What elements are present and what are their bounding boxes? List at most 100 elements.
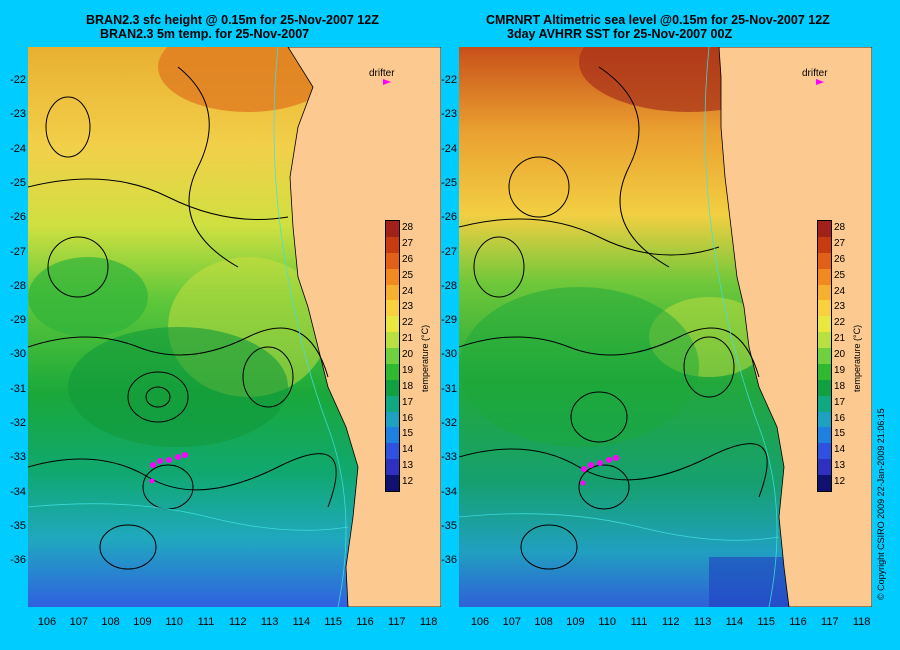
latitude-tick: -24 bbox=[10, 142, 26, 155]
longitude-tick: 108 bbox=[534, 616, 553, 628]
latitude-tick: -26 bbox=[441, 211, 457, 224]
latitude-tick: -35 bbox=[10, 519, 26, 532]
longitude-tick: 113 bbox=[260, 616, 279, 628]
longitude-tick: 118 bbox=[852, 616, 871, 628]
left-title-line2: BRAN2.3 5m temp. for 25-Nov-2007 bbox=[100, 27, 310, 41]
colorbar-segment bbox=[818, 252, 831, 269]
colorbar-segment bbox=[386, 252, 399, 269]
colorbar-tick: 26 bbox=[834, 253, 846, 265]
colorbar-tick: 14 bbox=[834, 444, 846, 456]
colorbar-tick: 12 bbox=[402, 476, 414, 488]
latitude-tick: -23 bbox=[10, 108, 26, 121]
latitude-tick: -36 bbox=[10, 554, 26, 567]
colorbar-segment bbox=[818, 316, 831, 333]
colorbar-segment bbox=[386, 284, 399, 301]
longitude-tick: 113 bbox=[693, 616, 712, 628]
colorbar-segment bbox=[818, 443, 831, 460]
colorbar-tick: 24 bbox=[402, 285, 414, 297]
colorbar-segment bbox=[386, 395, 399, 412]
latitude-tick: -33 bbox=[10, 451, 26, 464]
colorbar-tick: 19 bbox=[834, 364, 846, 376]
longitude-tick: 112 bbox=[662, 616, 680, 628]
colorbar-segment bbox=[818, 284, 831, 301]
colorbar-segment bbox=[818, 300, 831, 317]
left-map-panel bbox=[28, 47, 441, 607]
latitude-tick: -27 bbox=[10, 245, 26, 258]
colorbar-tick: 14 bbox=[402, 444, 414, 456]
latitude-tick: -32 bbox=[441, 417, 457, 429]
colorbar-segment bbox=[818, 475, 831, 491]
left-title-line1: BRAN2.3 sfc height @ 0.15m for 25-Nov-20… bbox=[86, 13, 379, 27]
colorbar-segment bbox=[386, 300, 399, 317]
copyright-text: © Copyright CSIRO 2009 22-Jan-2009 21:06… bbox=[876, 408, 886, 600]
longitude-tick: 109 bbox=[133, 616, 152, 628]
colorbar-tick: 20 bbox=[834, 349, 846, 361]
longitude-tick: 114 bbox=[292, 616, 311, 628]
colorbar-tick: 22 bbox=[402, 317, 414, 329]
latitude-tick: -28 bbox=[10, 279, 26, 292]
longitude-tick: 106 bbox=[470, 616, 490, 628]
longitude-tick: 107 bbox=[502, 616, 521, 628]
colorbar-tick: 19 bbox=[402, 364, 414, 376]
latitude-tick: -31 bbox=[10, 382, 26, 395]
colorbar-tick: 18 bbox=[402, 380, 414, 392]
colorbar-segment bbox=[818, 332, 831, 348]
colorbar-segment bbox=[386, 316, 399, 333]
colorbar-left-label: temperature (°C) bbox=[420, 324, 430, 392]
colorbar-left bbox=[385, 220, 400, 492]
drifter-legend-left: drifter bbox=[369, 68, 395, 79]
colorbar-tick: 22 bbox=[834, 317, 846, 329]
colorbar-tick: 17 bbox=[402, 396, 414, 408]
colorbar-segment bbox=[386, 459, 399, 475]
longitude-tick: 118 bbox=[419, 616, 438, 628]
colorbar-tick: 25 bbox=[834, 269, 846, 281]
colorbar-segment bbox=[818, 348, 831, 364]
drifter-legend-right-marker bbox=[816, 79, 824, 85]
longitude-tick: 110 bbox=[598, 616, 616, 628]
latitude-tick: -22 bbox=[441, 74, 457, 86]
colorbar-segment bbox=[818, 363, 831, 380]
drifter-legend-left-marker bbox=[383, 79, 391, 85]
longitude-tick: 116 bbox=[789, 616, 807, 628]
colorbar-segment bbox=[386, 332, 399, 348]
colorbar-segment bbox=[386, 475, 399, 491]
latitude-tick: -30 bbox=[10, 348, 26, 361]
colorbar-tick: 15 bbox=[402, 428, 414, 440]
colorbar-tick: 27 bbox=[402, 237, 414, 249]
colorbar-tick: 13 bbox=[834, 460, 846, 472]
latitude-tick: -28 bbox=[441, 279, 457, 292]
longitude-tick: 108 bbox=[101, 616, 120, 628]
latitude-tick: -25 bbox=[441, 176, 457, 189]
longitude-tick: 117 bbox=[388, 616, 406, 628]
colorbar-tick: 27 bbox=[834, 237, 846, 249]
colorbar-segment bbox=[386, 221, 399, 237]
longitude-tick: 109 bbox=[566, 616, 585, 628]
latitude-tick: -22 bbox=[10, 74, 26, 86]
longitude-tick: 111 bbox=[197, 616, 215, 628]
colorbar-segment bbox=[818, 411, 831, 428]
latitude-tick: -24 bbox=[441, 142, 457, 155]
colorbar-tick: 28 bbox=[402, 222, 414, 233]
colorbar-segment bbox=[386, 348, 399, 364]
latitude-tick: -31 bbox=[441, 382, 457, 395]
colorbar-segment bbox=[818, 268, 831, 285]
colorbar-tick: 26 bbox=[402, 253, 414, 265]
colorbar-tick: 12 bbox=[834, 476, 846, 488]
right-title-line1: CMRNRT Altimetric sea level @0.15m for 2… bbox=[486, 13, 830, 27]
colorbar-segment bbox=[386, 443, 399, 460]
longitude-tick: 115 bbox=[324, 616, 342, 628]
colorbar-tick: 16 bbox=[834, 412, 846, 424]
latitude-tick: -26 bbox=[10, 211, 26, 224]
latitude-tick: -35 bbox=[441, 519, 457, 532]
latitude-tick: -23 bbox=[441, 108, 457, 121]
latitude-tick: -25 bbox=[10, 176, 26, 189]
colorbar-segment bbox=[818, 379, 831, 396]
colorbar-tick: 24 bbox=[834, 285, 846, 297]
latitude-tick: -33 bbox=[441, 451, 457, 464]
colorbar-segment bbox=[386, 427, 399, 444]
colorbar-tick: 20 bbox=[402, 349, 414, 361]
latitude-tick: -36 bbox=[441, 554, 457, 567]
latitude-tick: -29 bbox=[10, 314, 26, 327]
latitude-tick: -27 bbox=[441, 245, 457, 258]
latitude-tick: -34 bbox=[10, 485, 26, 498]
